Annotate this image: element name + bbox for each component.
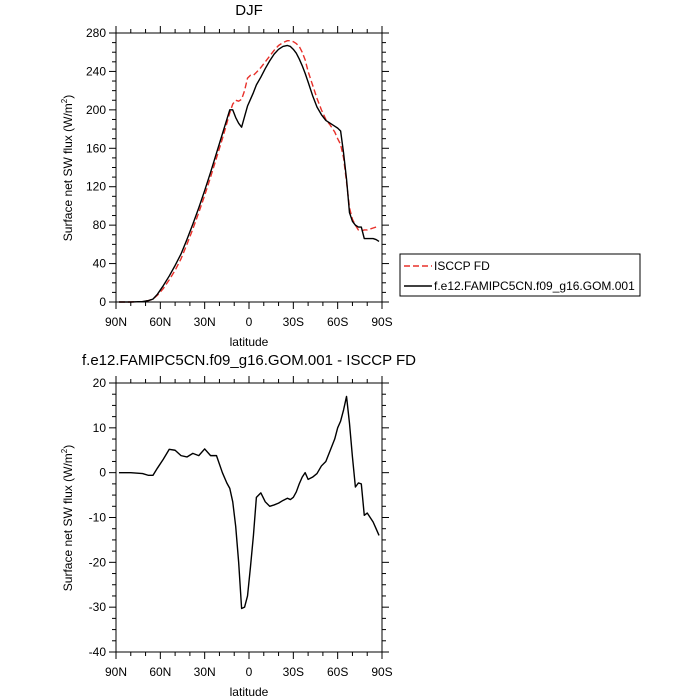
x-tick-label: 60N: [149, 665, 171, 679]
series-line-2: [118, 44, 380, 303]
bottom-series-lines: [118, 395, 380, 610]
top-y-axis-label-main: Surface net SW flux (W/m: [61, 103, 75, 241]
x-tick-label: 60S: [327, 315, 348, 329]
series-line-1: [118, 39, 380, 303]
bottom-y-axis-label-close: ): [61, 445, 75, 449]
plot-frame: [115, 382, 383, 653]
bottom-y-axis-label-superscript: 2: [60, 448, 69, 453]
x-tick-label: 90N: [105, 315, 127, 329]
top-y-axis-label-close: ): [61, 95, 75, 99]
top-chart-title: DJF: [235, 2, 263, 19]
top-x-axis-label: latitude: [230, 335, 269, 349]
x-tick-label: 90S: [371, 665, 392, 679]
y-tick-label: 240: [86, 64, 106, 78]
x-tick-label: 60N: [149, 315, 171, 329]
x-tick-label: 90S: [371, 315, 392, 329]
y-tick-label: -40: [89, 645, 107, 659]
x-tick-label: 30N: [194, 665, 216, 679]
bottom-x-axis-label: latitude: [230, 685, 269, 699]
series-line-1: [118, 395, 380, 610]
x-tick-label: 0: [246, 315, 253, 329]
plot-frame: [115, 32, 383, 303]
y-tick-label: -10: [89, 511, 107, 525]
y-tick-label: 20: [93, 376, 107, 390]
x-tick-label: 60S: [327, 665, 348, 679]
y-tick-label: 0: [99, 295, 106, 309]
x-tick-label: 30N: [194, 315, 216, 329]
y-tick-label: 280: [86, 26, 106, 40]
y-tick-label: 200: [86, 103, 106, 117]
top-series-lines: [118, 39, 380, 303]
legend-box: [399, 253, 641, 297]
bottom-y-axis-label: Surface net SW flux (W/m2): [60, 445, 75, 591]
y-tick-label: 80: [93, 218, 107, 232]
top-y-axis-label: Surface net SW flux (W/m2): [60, 95, 75, 241]
y-tick-label: -20: [89, 555, 107, 569]
legend-label-isccp: ISCCP FD: [434, 259, 490, 273]
y-tick-label: 0: [99, 466, 106, 480]
top-axes: 90N 60N 30N 0 30S 60S 90S 0 40 80 120 160 200 240 280: [86, 26, 393, 329]
y-tick-label: 120: [86, 180, 106, 194]
bottom-panel: f.e12.FAMIPC5CN.f09_g16.GOM.001 - ISCCP …: [60, 352, 416, 699]
y-tick-label: 40: [93, 257, 107, 271]
x-tick-label: 90N: [105, 665, 127, 679]
y-tick-label: -30: [89, 600, 107, 614]
top-y-axis-label-superscript: 2: [60, 98, 69, 103]
bottom-y-axis-label-main: Surface net SW flux (W/m: [61, 453, 75, 591]
bottom-axes: 90N 60N 30N 0 30S 60S 90S -40 -30 -20 -10 0 10 20: [89, 376, 393, 679]
y-tick-label: 10: [93, 421, 107, 435]
legend-label-model: f.e12.FAMIPC5CN.f09_g16.GOM.001: [434, 279, 635, 293]
legend: ISCCP FD f.e12.FAMIPC5CN.f09_g16.GOM.001: [399, 253, 641, 297]
y-tick-label: 160: [86, 141, 106, 155]
x-tick-label: 30S: [283, 665, 304, 679]
x-tick-label: 30S: [283, 315, 304, 329]
x-tick-label: 0: [246, 665, 253, 679]
top-panel: DJF 90N 60N 30N 0 30S 60S 90S 0 40 80 120 160 200 240…: [60, 2, 641, 349]
bottom-chart-title: f.e12.FAMIPC5CN.f09_g16.GOM.001 - ISCCP …: [82, 352, 416, 369]
